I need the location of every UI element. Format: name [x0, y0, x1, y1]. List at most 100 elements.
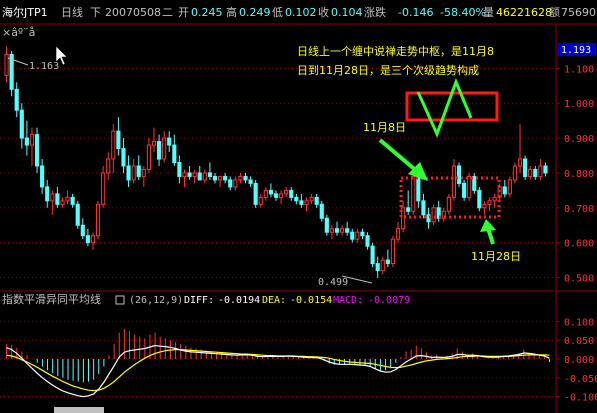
candle-body: [462, 182, 467, 198]
candle-body: [299, 200, 304, 205]
candle-body: [14, 88, 19, 111]
change-label: 涨跌: [364, 5, 386, 19]
candle: [19, 103, 24, 149]
macd-params: (26,12,9): [129, 295, 183, 306]
candle: [319, 200, 324, 222]
volume-value: 46221628: [496, 6, 552, 19]
candle: [345, 221, 350, 236]
candle: [177, 155, 182, 184]
candle-body: [375, 263, 380, 272]
candle: [24, 120, 29, 156]
amount-label: 额: [549, 6, 560, 19]
candle-body: [50, 193, 55, 202]
open-label: 开: [178, 6, 189, 19]
candle: [329, 225, 335, 240]
candle: [350, 228, 355, 243]
candle-body: [90, 235, 96, 244]
candle-body: [421, 200, 426, 216]
close-label: 收: [318, 5, 329, 19]
candle: [507, 176, 512, 198]
candle: [136, 155, 141, 180]
candle: [314, 193, 319, 208]
candle: [55, 186, 60, 208]
price-tick-label: 0.900: [564, 134, 594, 145]
candle-body: [467, 175, 472, 198]
candle-body: [207, 172, 212, 177]
candle: [477, 186, 482, 212]
candle: [467, 172, 472, 201]
period-label[interactable]: 日线: [61, 5, 83, 19]
low-label: 低: [272, 6, 283, 19]
candle: [45, 179, 50, 208]
candle-body: [279, 193, 284, 198]
candle-body: [512, 165, 518, 181]
candle-body: [517, 158, 523, 167]
candle: [533, 165, 538, 180]
candle: [492, 193, 497, 208]
candle-body: [472, 175, 477, 191]
candle-body: [253, 182, 258, 205]
candle: [116, 117, 121, 156]
candle-body: [319, 203, 324, 219]
candle-body: [121, 148, 126, 167]
candle: [40, 159, 45, 194]
macd-tick-label: 0.050: [564, 336, 594, 347]
candle: [187, 165, 192, 180]
candle-body: [385, 259, 390, 265]
candle-body: [34, 134, 40, 167]
high-price-mark-line: [7, 57, 29, 66]
candle-body: [284, 189, 289, 195]
dea-label: DEA:: [262, 295, 286, 306]
candle-body: [334, 228, 340, 233]
indicator-toggle-label[interactable]: ×âº¨å: [2, 26, 35, 39]
candle-body: [406, 207, 411, 212]
candle-body: [60, 200, 65, 205]
candle: [279, 190, 284, 205]
candle-body: [314, 196, 319, 205]
candle: [411, 172, 416, 215]
candle: [95, 200, 101, 240]
candle-body: [116, 130, 121, 150]
candle-body: [258, 196, 263, 205]
candle: [299, 193, 304, 208]
macd-menu-button[interactable]: [115, 295, 125, 305]
candle-body: [131, 165, 136, 181]
candle-body: [248, 179, 253, 184]
candle: [482, 200, 487, 215]
candle: [436, 200, 441, 222]
candle: [462, 179, 467, 201]
candle-body: [9, 53, 14, 90]
candle: [309, 193, 314, 205]
high-label: 高: [226, 5, 237, 19]
open-value: 0.245: [191, 6, 223, 19]
candle: [294, 193, 299, 205]
candle: [167, 131, 172, 153]
candle: [207, 162, 212, 180]
candle: [487, 197, 492, 212]
macd-label: MACD:: [333, 295, 363, 306]
candle-body: [80, 224, 85, 237]
candle-body: [380, 259, 385, 272]
scroll-position-indicator[interactable]: [54, 407, 104, 413]
candle: [380, 256, 385, 275]
candle: [217, 175, 223, 187]
candle-body: [101, 172, 106, 205]
header-bar: 海尔JTP1 日线 下 20070508 二 开 0.245 高 0.249 低…: [0, 0, 597, 24]
candle: [106, 152, 111, 180]
candle: [517, 124, 523, 173]
candle-body: [192, 172, 197, 177]
candle-body: [350, 231, 355, 240]
stock-name[interactable]: 海尔JTP1: [2, 5, 48, 19]
price-panel: ×âº¨å 1.100 1.000 0.900 0.800 0.700 0.600 0.50…: [0, 23, 597, 290]
macd-title[interactable]: 指数平滑异同平均线: [2, 292, 101, 306]
candle-body: [370, 245, 375, 265]
candle: [202, 169, 207, 184]
candle-body: [324, 217, 329, 233]
candle-body: [167, 137, 172, 146]
candle-body: [228, 179, 233, 188]
candle: [85, 228, 90, 247]
note-line-2: 日到11月28日，是三个次级趋势构成: [297, 63, 479, 77]
candle-body: [223, 175, 228, 181]
candle: [258, 193, 263, 208]
